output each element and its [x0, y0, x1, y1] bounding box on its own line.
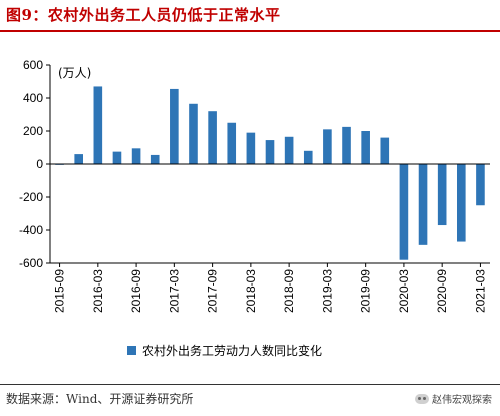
- wechat-icon: [415, 393, 429, 404]
- bar: [189, 103, 198, 164]
- bar: [457, 164, 466, 242]
- bar: [170, 88, 179, 164]
- y-tick-label: -400: [19, 223, 43, 237]
- x-tick-label: 2018-09: [282, 269, 296, 313]
- y-tick-label: 200: [23, 124, 43, 138]
- x-tick-label: 2019-03: [320, 269, 334, 313]
- figure-title: 图9：农村外出务工人员仍低于正常水平: [6, 6, 281, 24]
- x-tick-label: 2018-03: [244, 269, 258, 313]
- y-tick-label: -200: [19, 190, 43, 204]
- bar: [227, 122, 237, 164]
- legend-label: 农村外出务工劳动力人数同比变化: [142, 343, 322, 358]
- y-unit-label: (万人): [58, 66, 91, 80]
- bar: [74, 154, 83, 164]
- bar: [361, 131, 370, 164]
- bar: [112, 151, 122, 164]
- bar: [399, 164, 409, 260]
- bar: [265, 140, 275, 164]
- bar: [150, 154, 160, 164]
- watermark: 赵伟宏观探索: [415, 391, 492, 406]
- watermark-text: 赵伟宏观探索: [432, 395, 492, 406]
- x-tick-label: 2017-03: [167, 269, 181, 313]
- x-tick-label: 2019-09: [359, 269, 373, 313]
- bar: [208, 111, 217, 164]
- y-tick-label: -600: [19, 256, 43, 270]
- x-tick-label: 2015-09: [53, 269, 67, 313]
- bar: [131, 148, 141, 164]
- footer-rule: [0, 384, 500, 385]
- source-note: 数据来源：Wind、开源证券研究所: [6, 392, 194, 406]
- bar: [380, 137, 390, 164]
- title-rule: [0, 30, 500, 32]
- x-tick-label: 2021-03: [473, 269, 487, 313]
- bar: [437, 164, 447, 226]
- y-tick-label: 400: [23, 91, 43, 105]
- bar: [303, 150, 313, 164]
- bar: [284, 136, 294, 164]
- x-tick-label: 2020-03: [397, 269, 411, 313]
- y-tick-label: 0: [36, 157, 43, 171]
- x-tick-label: 2016-09: [129, 269, 143, 313]
- x-tick-label: 2016-03: [91, 269, 105, 313]
- bar-chart: -600 -400 -200 0 200 400 600 (万人) 2015-09 2016-03…: [19, 58, 490, 358]
- bar: [246, 132, 256, 164]
- bar: [323, 129, 332, 164]
- y-tick-label: 600: [23, 58, 43, 72]
- bar: [418, 164, 428, 245]
- bar: [342, 126, 351, 164]
- bar: [476, 164, 485, 206]
- x-tick-label: 2020-09: [435, 269, 449, 313]
- legend-swatch: [127, 346, 136, 355]
- x-tick-label: 2017-09: [206, 269, 220, 313]
- bar: [93, 86, 103, 164]
